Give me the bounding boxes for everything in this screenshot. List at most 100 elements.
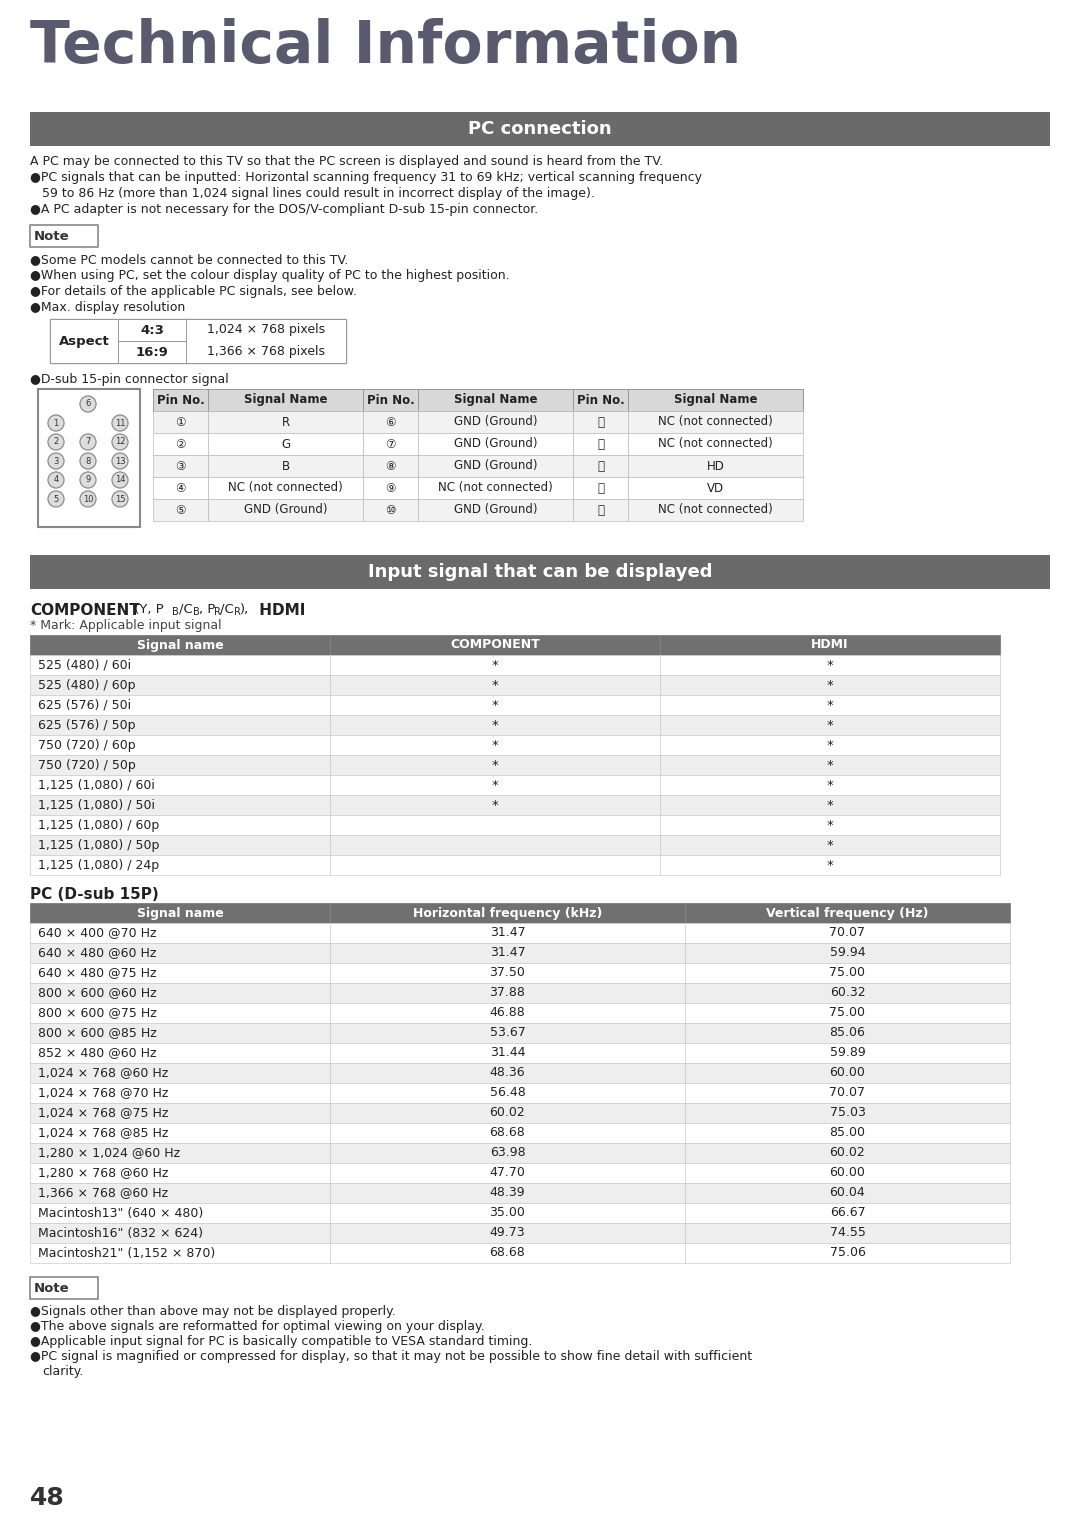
Bar — [330, 1044, 685, 1063]
Circle shape — [48, 452, 64, 469]
Bar — [573, 411, 627, 432]
Text: 800 × 600 @85 Hz: 800 × 600 @85 Hz — [38, 1027, 157, 1039]
Text: *: * — [491, 758, 498, 772]
Text: 1,280 × 768 @60 Hz: 1,280 × 768 @60 Hz — [38, 1166, 168, 1180]
Circle shape — [112, 452, 129, 469]
Bar — [418, 500, 573, 521]
Bar — [30, 715, 330, 735]
Text: 1,024 × 768 pixels: 1,024 × 768 pixels — [207, 324, 325, 336]
Bar — [330, 1063, 685, 1083]
Bar — [685, 1183, 1010, 1203]
Text: *: * — [826, 839, 834, 851]
Text: *: * — [491, 718, 498, 732]
Text: ⑨: ⑨ — [386, 481, 395, 495]
Text: 63.98: 63.98 — [489, 1146, 525, 1160]
Text: 60.02: 60.02 — [829, 1146, 865, 1160]
Text: 59 to 86 Hz (more than 1,024 signal lines could result in incorrect display of t: 59 to 86 Hz (more than 1,024 signal line… — [30, 186, 595, 200]
Text: *: * — [491, 698, 498, 712]
Bar — [330, 715, 660, 735]
Bar — [685, 1163, 1010, 1183]
Bar — [30, 755, 330, 775]
Bar — [186, 319, 346, 364]
Bar — [30, 943, 330, 963]
Bar — [50, 319, 346, 364]
Text: 14: 14 — [114, 475, 125, 484]
Text: 56.48: 56.48 — [489, 1086, 525, 1100]
Bar — [30, 1063, 330, 1083]
Text: ⑬: ⑬ — [597, 460, 604, 472]
Text: * Mark: Applicable input signal: * Mark: Applicable input signal — [30, 619, 221, 633]
Text: *: * — [826, 678, 834, 692]
Text: 53.67: 53.67 — [489, 1027, 525, 1039]
Bar — [627, 500, 804, 521]
Text: Signal name: Signal name — [137, 906, 224, 920]
Bar — [330, 903, 685, 923]
Bar — [118, 319, 346, 341]
Text: *: * — [491, 778, 498, 792]
Circle shape — [48, 490, 64, 507]
Bar — [30, 1277, 98, 1299]
Text: 2: 2 — [53, 437, 58, 446]
Bar — [153, 455, 208, 477]
Bar — [208, 432, 363, 455]
Bar — [330, 1242, 685, 1264]
Text: 4:3: 4:3 — [140, 324, 164, 336]
Text: NC (not connected): NC (not connected) — [438, 481, 553, 495]
Text: *: * — [491, 659, 498, 671]
Bar — [30, 1163, 330, 1183]
Bar — [573, 432, 627, 455]
Text: 7: 7 — [85, 437, 91, 446]
Text: 70.07: 70.07 — [829, 926, 865, 940]
Bar — [30, 1103, 330, 1123]
Text: *: * — [491, 738, 498, 752]
Text: 68.68: 68.68 — [489, 1247, 525, 1259]
Bar — [330, 1002, 685, 1024]
Text: 625 (576) / 50i: 625 (576) / 50i — [38, 698, 131, 712]
Bar — [208, 477, 363, 500]
Bar — [30, 963, 330, 983]
Bar — [50, 319, 118, 364]
Circle shape — [48, 434, 64, 451]
Text: ⑥: ⑥ — [386, 416, 395, 428]
Text: 13: 13 — [114, 457, 125, 466]
Bar — [330, 814, 660, 834]
Bar — [330, 636, 660, 656]
Bar — [30, 1002, 330, 1024]
Bar — [660, 675, 1000, 695]
Bar — [660, 856, 1000, 876]
Text: ●When using PC, set the colour display quality of PC to the highest position.: ●When using PC, set the colour display q… — [30, 269, 510, 283]
Text: ④: ④ — [175, 481, 186, 495]
Text: 15: 15 — [114, 495, 125, 504]
Text: 1,125 (1,080) / 50i: 1,125 (1,080) / 50i — [38, 799, 156, 811]
Text: *: * — [826, 819, 834, 831]
Text: 85.06: 85.06 — [829, 1027, 865, 1039]
Circle shape — [80, 472, 96, 487]
Text: *: * — [491, 799, 498, 811]
Bar — [30, 1083, 330, 1103]
Bar — [330, 1103, 685, 1123]
Text: B: B — [193, 607, 200, 617]
Bar — [330, 675, 660, 695]
Bar — [685, 1123, 1010, 1143]
Bar — [330, 856, 660, 876]
Bar — [30, 795, 330, 814]
Text: Macintosh13" (640 × 480): Macintosh13" (640 × 480) — [38, 1207, 203, 1219]
Bar — [153, 432, 208, 455]
Text: , P: , P — [199, 604, 215, 616]
Text: NC (not connected): NC (not connected) — [658, 437, 773, 451]
Bar — [30, 1203, 330, 1222]
Text: *: * — [826, 659, 834, 671]
Circle shape — [80, 490, 96, 507]
Text: 46.88: 46.88 — [489, 1007, 525, 1019]
Bar — [30, 834, 330, 856]
Bar — [330, 834, 660, 856]
Text: *: * — [826, 718, 834, 732]
Bar — [30, 675, 330, 695]
Bar — [627, 432, 804, 455]
Text: 49.73: 49.73 — [489, 1227, 525, 1239]
Bar — [30, 1123, 330, 1143]
Text: *: * — [826, 698, 834, 712]
Text: 68.68: 68.68 — [489, 1126, 525, 1140]
Text: ●D-sub 15-pin connector signal: ●D-sub 15-pin connector signal — [30, 373, 229, 387]
Text: NC (not connected): NC (not connected) — [658, 416, 773, 428]
